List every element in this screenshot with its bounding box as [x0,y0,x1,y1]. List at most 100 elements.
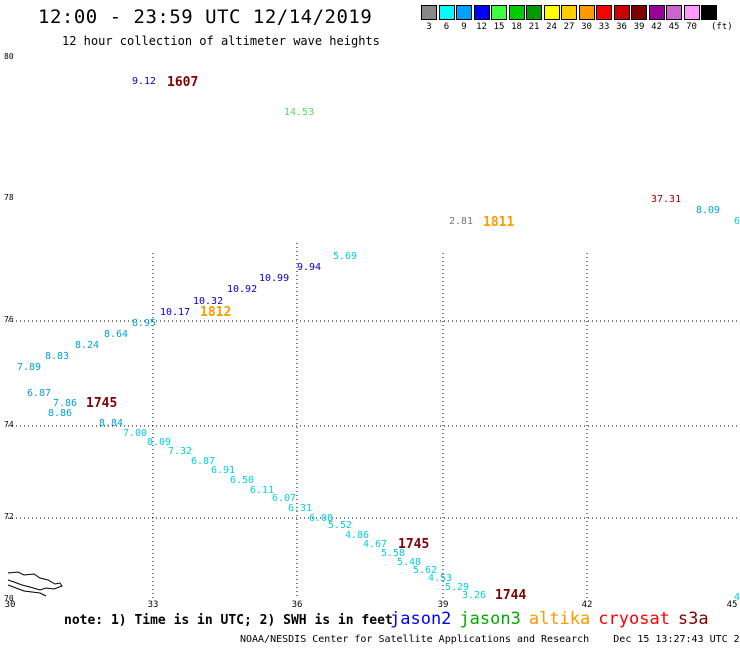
lat-tick-78: 78 [4,193,14,202]
wave-height-label: 10.32 [193,296,224,307]
wave-height-label: 6.31 [288,503,313,514]
wave-height-label: 37.31 [651,194,682,205]
lon-tick-33: 33 [147,600,159,610]
legend-label: 30 [581,22,592,32]
wave-height-label: 10.92 [227,284,258,295]
wave-height-label: 6.91 [211,465,236,476]
legend-swatch [526,5,542,20]
credit-line: NOAA/NESDIS Center for Satellite Applica… [240,634,740,645]
pass-time-label: 1607 [167,75,199,90]
legend-label: 36 [616,22,627,32]
satellite-legend: jason2 jason3 altika cryosat s3a [390,609,717,629]
lon-tick-36: 36 [291,600,303,610]
wave-height-label: 8.83 [45,351,70,362]
legend-label: 12 [476,22,487,32]
wave-height-label: 8.24 [75,340,100,351]
wave-height-label: 8.95 [132,318,157,329]
legend-label: 6 [443,22,450,32]
chart-title: 12:00 - 23:59 UTC 12/14/2019 [38,6,373,28]
legend-swatch [543,5,560,20]
legend-swatch [578,5,595,20]
pass-time-label: 1811 [483,215,515,230]
lat-tick-80: 80 [4,52,14,61]
legend-swatch [421,5,437,20]
legend-swatch [473,5,490,20]
wave-height-label: 7.00 [123,428,148,439]
lon-tick-39: 39 [437,600,449,610]
legend-label: 70 [686,22,697,32]
satellite-name-cryosat: cryosat [598,609,670,629]
legend-swatch [438,5,455,20]
wave-height-label: 4 [734,592,740,603]
lon-gridlines [152,243,588,598]
legend-label: 24 [546,22,557,32]
wave-height-label: 9.12 [132,76,157,87]
wave-height-label: 14.53 [284,107,315,118]
legend-label: 15 [493,22,505,32]
legend-swatch [596,5,612,20]
legend-swatch [491,5,507,20]
chart-subtitle: 12 hour collection of altimeter wave hei… [62,34,380,48]
legend-label: 42 [651,22,662,32]
wave-height-label: 6.07 [272,493,297,504]
wave-height-label: 8.09 [696,205,721,216]
legend-unit: (ft) [711,22,733,32]
wave-height-label: 5.69 [333,251,358,262]
wave-height-label: 5.58 [381,548,406,559]
satellite-name-s3a: s3a [677,609,709,629]
coastline-island-2 [7,584,47,597]
legend-label: 21 [528,22,540,32]
wave-height-label: 6.87 [27,388,52,399]
wave-height-label: 10.17 [160,307,191,318]
legend-swatch [701,5,717,20]
wave-height-label: 6 [734,216,740,227]
legend-label: 39 [633,22,645,32]
legend-label: 3 [426,22,432,32]
wave-height-label: 8.09 [147,437,172,448]
pass-time-label: 1745 [86,396,118,411]
legend-swatch [666,5,682,20]
wave-height-label: 5.52 [328,520,353,531]
wave-height-label: 9.94 [297,262,322,273]
legend-label: 45 [668,22,680,32]
pass-time-label: 1745 [398,537,430,552]
legend-swatch [683,5,700,20]
wave-height-label: 5.62 [413,565,438,576]
wave-height-label: 6.11 [250,485,275,496]
lon-tick-30: 30 [4,600,16,610]
wave-height-label: 5.29 [445,582,470,593]
legend-swatch [456,5,472,20]
wave-height-label: 8.84 [99,418,124,429]
pass-time-label: 1812 [200,305,232,320]
lon-tick-45: 45 [726,600,738,610]
satellite-name-altika: altika [528,609,591,629]
legend-swatch [631,5,647,20]
wave-height-label: 4.67 [363,539,388,550]
lat-tick-72: 72 [4,512,14,521]
wave-height-label: 5.48 [397,557,422,568]
lat-tick-74: 74 [4,420,14,429]
satellite-name-jason2: jason2 [390,609,452,629]
wave-height-label: 7.89 [17,362,42,373]
satellite-name-jason3: jason3 [459,609,521,629]
wave-height-label: 3.26 [462,590,487,601]
legend-label: 33 [598,22,610,32]
lat-tick-70: 70 [4,594,14,603]
wave-height-label: 10.99 [259,273,290,284]
wave-height-label: 8.64 [104,329,129,340]
lon-tick-42: 42 [581,600,593,610]
pass-time-label: 1744 [495,588,527,603]
wave-height-label: 7.32 [168,446,193,457]
legend-label: 18 [511,22,522,32]
wave-height-label: 2.81 [449,216,474,227]
wave-height-label: 6.87 [191,456,216,467]
legend-swatch [613,5,630,20]
wave-height-label: 8.86 [48,408,73,419]
wave-height-label: 6.08 [309,513,334,524]
coastline-island [7,571,63,591]
footnote: note: 1) Time is in UTC; 2) SWH is in fe… [64,613,393,628]
lat-tick-76: 76 [4,315,14,324]
legend-label: 27 [563,22,575,32]
wave-height-label: 6.50 [230,475,255,486]
